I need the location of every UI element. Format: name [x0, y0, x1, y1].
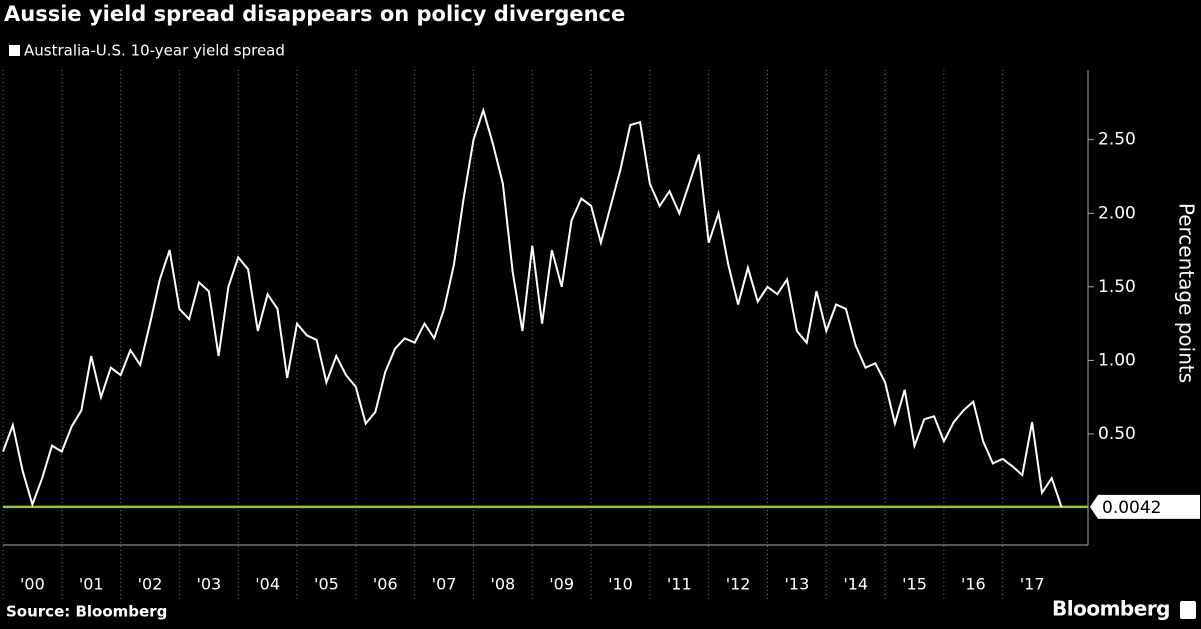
x-tick-label: '00 — [20, 575, 45, 594]
x-tick-label: '06 — [373, 575, 398, 594]
reference-label: 0.0042 — [1102, 498, 1161, 518]
x-tick-label: '13 — [785, 575, 810, 594]
x-tick-label: '04 — [255, 575, 280, 594]
x-tick-label: '05 — [314, 575, 339, 594]
x-tick-label: '11 — [667, 575, 692, 594]
x-tick-label: '12 — [726, 575, 751, 594]
reference-label-box — [1090, 494, 1200, 519]
x-tick-label: '07 — [432, 575, 457, 594]
y-tick-label: 2.00 — [1098, 203, 1136, 223]
brand: Bloomberg — [1052, 597, 1170, 621]
x-tick-label: '15 — [902, 575, 927, 594]
y-tick-label: 0.50 — [1098, 424, 1136, 444]
x-tick-label: '16 — [961, 575, 986, 594]
y-tick-label: 2.50 — [1098, 130, 1136, 150]
legend-label: Australia-U.S. 10-year yield spread — [24, 42, 285, 60]
x-tick-label: '01 — [79, 575, 104, 594]
x-tick-label: '14 — [843, 575, 868, 594]
x-tick-label: '02 — [138, 575, 163, 594]
brand-icon — [1180, 601, 1196, 619]
line-series — [2, 106, 1063, 508]
y-tick-label: 1.00 — [1098, 350, 1136, 370]
x-tick-label: '17 — [1020, 575, 1045, 594]
y-axis-label: Percentage points — [1175, 203, 1199, 383]
x-tick-label: '10 — [608, 575, 633, 594]
chart-title: Aussie yield spread disappears on policy… — [4, 2, 625, 26]
source: Source: Bloomberg — [6, 603, 167, 621]
y-tick-label: 1.50 — [1098, 277, 1136, 297]
x-tick-label: '09 — [549, 575, 574, 594]
x-tick-label: '08 — [490, 575, 515, 594]
legend-swatch — [9, 45, 20, 56]
x-tick-label: '03 — [196, 575, 221, 594]
